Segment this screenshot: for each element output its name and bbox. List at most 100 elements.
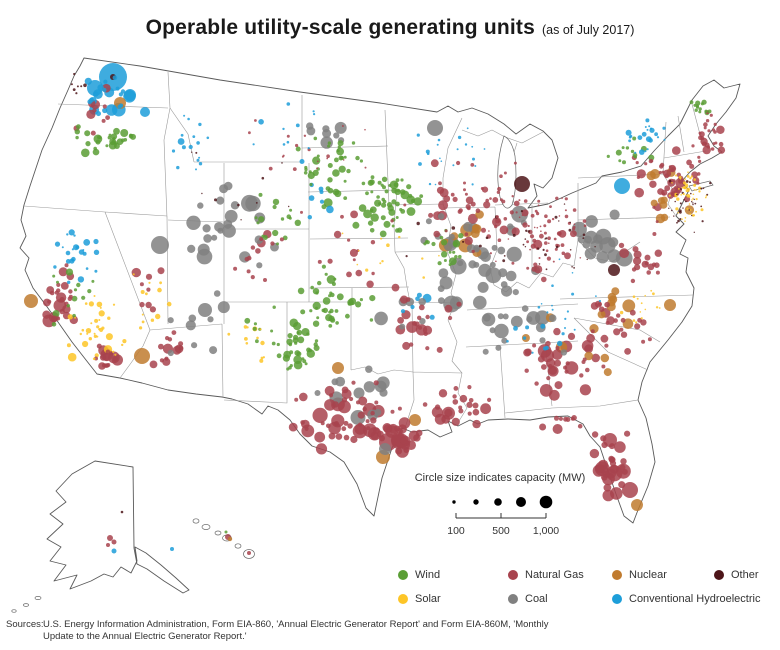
plant-dot (472, 224, 480, 233)
plant-dot (42, 310, 51, 319)
plant-dot (573, 223, 576, 225)
plant-dot (438, 254, 440, 257)
plant-dot (332, 362, 344, 374)
plant-dot (53, 265, 57, 269)
plant-dot (224, 209, 238, 223)
hawaii-island (234, 543, 242, 549)
plant-dot (93, 146, 97, 151)
plant-dot (468, 398, 474, 403)
plant-dot (684, 178, 687, 181)
plant-dot (66, 304, 71, 308)
plant-dot (254, 216, 258, 220)
plant-dot (248, 131, 251, 135)
plant-dot (408, 342, 414, 347)
plant-dot (410, 199, 415, 203)
plant-dot (573, 267, 575, 269)
plant-dot (457, 260, 464, 267)
plant-dot (349, 248, 358, 257)
plant-dot (702, 187, 705, 190)
plant-dot (81, 295, 86, 300)
plant-dot (478, 263, 492, 277)
plant-dot (412, 321, 417, 326)
plant-dot (598, 306, 605, 313)
plant-dot (356, 400, 360, 405)
plant-dot (343, 434, 350, 441)
plant-dot (688, 209, 690, 211)
plant-dot (565, 361, 570, 366)
plant-dot (345, 313, 350, 319)
plant-dot (467, 385, 472, 390)
plant-dot (380, 183, 384, 187)
plant-dot (123, 138, 128, 142)
plant-dot (282, 127, 285, 131)
plant-dot (577, 423, 583, 429)
plant-dot (598, 299, 602, 303)
plant-dot (466, 401, 473, 408)
plant-dot (245, 195, 261, 212)
plant-dot (64, 263, 69, 268)
plant-dot (691, 214, 693, 217)
plant-dot (377, 180, 382, 185)
plant-dot (381, 202, 387, 208)
plant-dot (567, 332, 576, 340)
plant-dot (521, 305, 529, 312)
plant-dot (668, 179, 672, 183)
plant-dot (352, 221, 360, 229)
size-tick-label: 500 (492, 525, 510, 537)
plant-dot (564, 197, 568, 201)
plant-dot (650, 159, 654, 163)
plant-dot (448, 250, 452, 254)
plant-dot (85, 141, 91, 147)
plant-dot (539, 423, 547, 431)
plant-dot (717, 146, 726, 154)
plant-dot (99, 306, 102, 309)
plant-dot (337, 400, 351, 414)
plant-dot (93, 334, 98, 338)
plant-dot (244, 256, 249, 262)
plant-dot (502, 259, 506, 263)
plant-dot (605, 320, 610, 325)
plant-dot (367, 220, 374, 226)
aleutian-island (11, 609, 17, 613)
plant-dot (259, 328, 262, 331)
plant-dot (223, 219, 233, 229)
plant-dot (364, 128, 366, 131)
plant-dot (618, 481, 626, 489)
plant-dot (295, 146, 301, 152)
plant-dot (369, 179, 375, 185)
plant-dot (92, 148, 100, 156)
plant-dot (395, 447, 403, 455)
plant-dot (547, 236, 551, 240)
plant-dot (670, 168, 674, 172)
plant-dot (365, 365, 373, 373)
plant-dot (343, 155, 347, 159)
plant-dot (444, 229, 448, 233)
plant-dot (675, 207, 679, 211)
plant-dot (512, 289, 519, 296)
plant-dot (441, 239, 448, 246)
plant-dot (75, 245, 80, 250)
plant-dot (709, 181, 712, 185)
plant-dot (554, 381, 563, 390)
plant-dot (622, 160, 626, 165)
plant-dot (195, 168, 197, 171)
plant-dot (398, 235, 401, 239)
size-legend-scale: 100 500 1,000 (447, 495, 559, 537)
plant-dot (538, 257, 541, 259)
plant-dot (624, 430, 631, 437)
plant-dot (496, 190, 501, 194)
plant-dot (429, 314, 435, 320)
plant-dot (705, 195, 708, 197)
plant-dot (101, 363, 107, 368)
plant-dot (307, 215, 312, 220)
plant-dot (464, 192, 468, 196)
plant-dot (437, 138, 441, 142)
plant-dot (341, 426, 347, 432)
plant-dot (549, 205, 552, 209)
plant-dot (107, 316, 111, 320)
plant-dot (124, 89, 136, 101)
plant-dot (112, 350, 115, 353)
plant-dot (320, 421, 325, 426)
plant-dot (341, 125, 344, 127)
plant-dot (180, 133, 184, 137)
